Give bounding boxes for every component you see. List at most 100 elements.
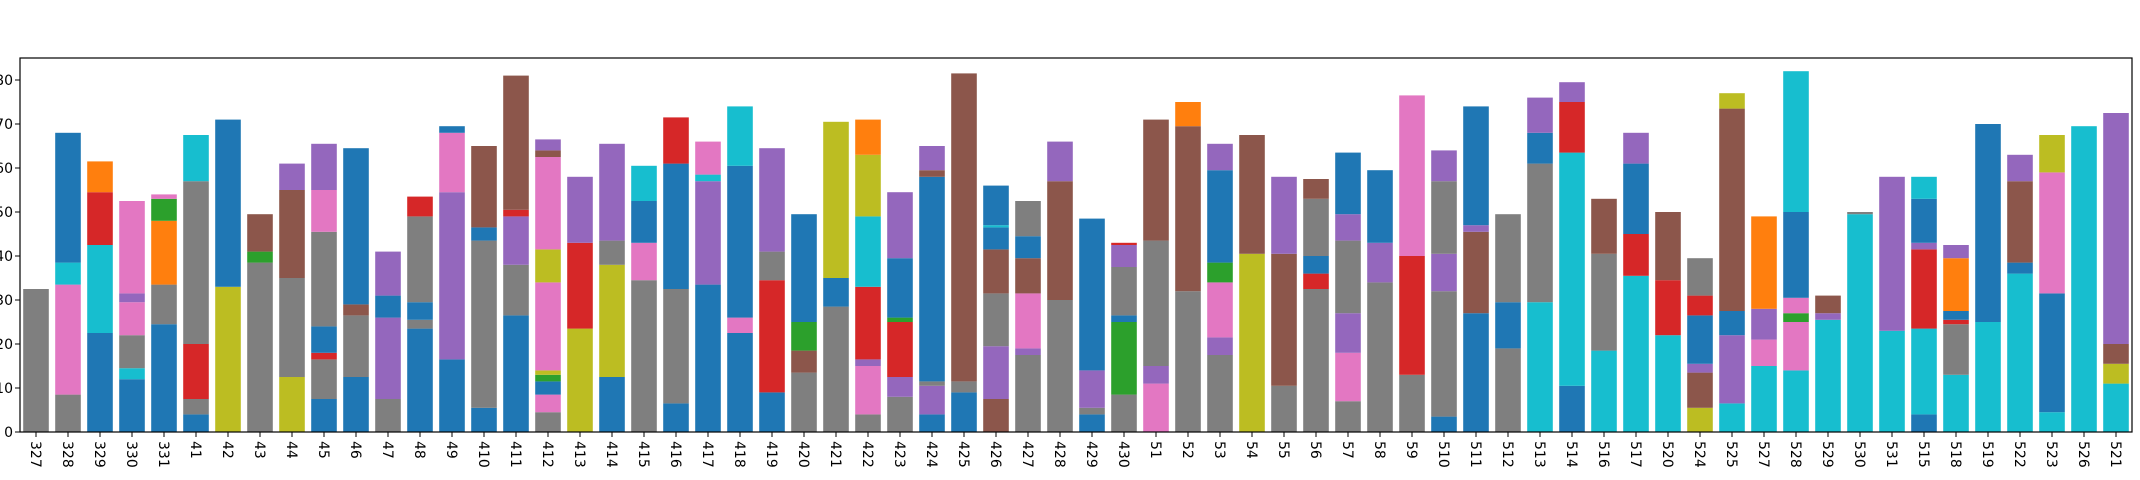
bar-segment	[2007, 154, 2033, 182]
bar-segment	[1335, 313, 1361, 353]
bar-segment	[1399, 374, 1425, 432]
bar-segment	[55, 132, 81, 263]
bar-segment	[439, 126, 465, 133]
bar-stack-51	[1143, 119, 1169, 432]
bar-segment	[1815, 313, 1841, 320]
bar-segment	[1143, 366, 1169, 384]
bar-segment	[1367, 282, 1393, 432]
x-tick-label: 47	[379, 441, 395, 459]
y-tick-label: 10	[0, 381, 13, 397]
x-tick-label: 430	[1115, 441, 1131, 468]
bar-segment	[119, 335, 145, 369]
bar-segment	[1527, 97, 1553, 133]
bar-segment	[1783, 71, 1809, 212]
bar-stack-43	[247, 214, 273, 432]
bar-segment	[919, 381, 945, 386]
bar-segment	[1687, 258, 1713, 296]
bar-segment	[1751, 308, 1777, 340]
x-tick-label: 523	[2043, 441, 2059, 468]
bar-segment	[1303, 289, 1329, 432]
bar-segment	[23, 289, 49, 432]
bar-segment	[887, 317, 913, 322]
x-tick-label: 519	[1979, 441, 1995, 468]
bar-stack-424	[919, 146, 945, 432]
bar-segment	[1399, 95, 1425, 257]
bar-segment	[1975, 322, 2001, 432]
bar-segment	[567, 328, 593, 432]
bar-stack-421	[823, 121, 849, 432]
bar-segment	[919, 176, 945, 382]
bar-segment	[855, 366, 881, 415]
x-tick-label: 514	[1563, 441, 1579, 468]
bar-segment	[1975, 124, 2001, 322]
bar-segment	[279, 163, 305, 190]
bar-segment	[343, 148, 369, 305]
bar-segment	[1559, 152, 1585, 386]
bar-stack-529	[1815, 295, 1841, 432]
bar-segment	[1431, 150, 1457, 182]
bar-stack-410	[471, 146, 497, 432]
bar-segment	[791, 350, 817, 373]
bar-segment	[1783, 313, 1809, 322]
bar-segment	[1111, 315, 1137, 322]
bar-segment	[1399, 256, 1425, 375]
bar-segment	[535, 139, 561, 151]
bar-segment	[663, 163, 689, 289]
x-tick-label: 517	[1627, 441, 1643, 468]
bar-stack-429	[1079, 218, 1105, 432]
y-tick-label: 50	[0, 205, 13, 221]
bar-segment	[1687, 363, 1713, 373]
bar-segment	[823, 306, 849, 432]
bar-segment	[1015, 236, 1041, 259]
bar-stack-518	[1943, 245, 1969, 432]
bar-stack-522	[2007, 154, 2033, 432]
x-tick-label: 511	[1467, 441, 1483, 468]
x-tick-label: 42	[219, 441, 235, 459]
bar-stack-56	[1303, 179, 1329, 432]
y-tick-label: 80	[0, 73, 13, 89]
bar-segment	[695, 284, 721, 432]
x-tick-label: 410	[475, 441, 491, 468]
bar-segment	[1143, 240, 1169, 366]
bar-segment	[1111, 322, 1137, 395]
bar-segment	[1047, 141, 1073, 182]
bar-segment	[2007, 181, 2033, 263]
bar-stack-54	[1239, 135, 1265, 432]
bar-segment	[1783, 370, 1809, 432]
bar-segment	[599, 240, 625, 265]
bar-segment	[1655, 212, 1681, 281]
bar-segment	[183, 344, 209, 399]
bar-segment	[1591, 198, 1617, 254]
x-tick-label: 529	[1819, 441, 1835, 468]
bar-segment	[1623, 234, 1649, 276]
bar-segment	[343, 315, 369, 377]
bar-segment	[1655, 335, 1681, 432]
x-tick-label: 426	[987, 441, 1003, 468]
bar-segment	[951, 381, 977, 393]
bar-segment	[1495, 302, 1521, 349]
y-tick-label: 70	[0, 117, 13, 133]
bar-segment	[375, 251, 401, 296]
x-tick-label: 52	[1179, 441, 1195, 459]
x-tick-label: 425	[955, 441, 971, 468]
bar-segment	[1335, 214, 1361, 241]
x-tick-label: 515	[1915, 441, 1931, 468]
x-tick-label: 421	[827, 441, 843, 468]
bar-segment	[1527, 302, 1553, 432]
bar-stack-327	[23, 289, 49, 432]
bar-segment	[983, 227, 1009, 250]
bar-segment	[279, 278, 305, 377]
bar-segment	[1175, 126, 1201, 292]
bar-segment	[119, 201, 145, 294]
bar-segment	[919, 385, 945, 415]
bar-segment	[1047, 300, 1073, 432]
bar-segment	[1623, 275, 1649, 432]
bar-segment	[311, 326, 337, 353]
bar-segment	[1367, 242, 1393, 283]
bar-segment	[695, 181, 721, 285]
bar-stack-414	[599, 143, 625, 432]
bar-segment	[1815, 319, 1841, 432]
bar-segment	[1943, 245, 1969, 259]
bar-stack-512	[1495, 214, 1521, 432]
bar-segment	[1559, 385, 1585, 432]
